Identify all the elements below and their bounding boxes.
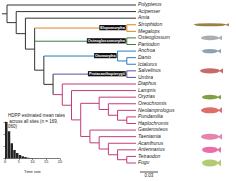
svg-text:Amia: Amia <box>137 14 150 20</box>
svg-text:Time rate: Time rate <box>24 169 42 174</box>
svg-text:Anchoa: Anchoa <box>137 47 155 53</box>
svg-text:Lampris: Lampris <box>138 87 156 93</box>
svg-text:Oreochromis: Oreochromis <box>138 100 167 106</box>
svg-text:across all sites (n = 169,: across all sites (n = 169, <box>8 119 58 124</box>
svg-text:Acanthurus: Acanthurus <box>137 140 164 146</box>
svg-text:Umbra: Umbra <box>138 74 153 80</box>
svg-text:Protacanthopterygii: Protacanthopterygii <box>89 72 125 76</box>
svg-text:Otomorpha: Otomorpha <box>95 54 116 58</box>
svg-text:Pantodon: Pantodon <box>138 41 160 47</box>
svg-text:Pundamilia: Pundamilia <box>138 113 163 119</box>
svg-text:Antennarius: Antennarius <box>137 146 165 152</box>
svg-text:Danio: Danio <box>138 54 151 60</box>
svg-text:Oryzias: Oryzias <box>138 93 155 99</box>
svg-text:Ictalurus: Ictalurus <box>138 61 157 67</box>
svg-text:Taeniamia: Taeniamia <box>138 133 161 139</box>
svg-text:Acipenser: Acipenser <box>137 8 161 14</box>
svg-text:20: 20 <box>58 160 62 164</box>
svg-text:15: 15 <box>44 160 48 164</box>
svg-text:5: 5 <box>18 160 20 164</box>
svg-text:Haplochromis: Haplochromis <box>138 120 169 126</box>
svg-text:Strophidon: Strophidon <box>138 21 162 27</box>
svg-text:10: 10 <box>30 160 34 164</box>
svg-text:Gasterosteus: Gasterosteus <box>138 126 168 132</box>
svg-text:Neolamprologus: Neolamprologus <box>138 107 175 113</box>
svg-text:Megalops: Megalops <box>138 28 160 34</box>
svg-text:Diaphus: Diaphus <box>138 80 157 86</box>
svg-text:Polypterus: Polypterus <box>138 1 162 7</box>
svg-text:Osteoglossomorpha: Osteoglossomorpha <box>88 39 126 43</box>
svg-text:060): 060) <box>8 124 18 129</box>
svg-text:Osteoglossum: Osteoglossum <box>138 34 170 40</box>
svg-text:Tetraodon: Tetraodon <box>138 153 161 159</box>
svg-text:Elopomorpha: Elopomorpha <box>100 26 125 30</box>
svg-text:Salvelinus: Salvelinus <box>138 67 161 73</box>
svg-text:0: 0 <box>4 160 6 164</box>
svg-text:Fugu: Fugu <box>138 159 150 165</box>
svg-text:HDPP estimated mean rates: HDPP estimated mean rates <box>8 113 65 118</box>
svg-text:0.03: 0.03 <box>145 173 154 178</box>
